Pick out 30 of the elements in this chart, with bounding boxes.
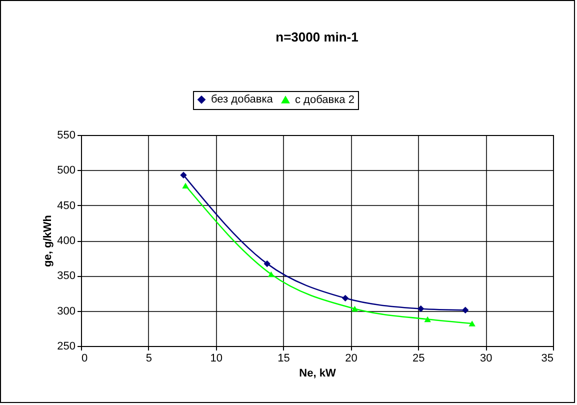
point bbox=[268, 271, 275, 278]
y-axis-title: ge, g/kWh bbox=[42, 214, 54, 267]
point bbox=[417, 305, 424, 312]
point bbox=[342, 294, 349, 302]
point bbox=[264, 260, 270, 268]
legend-label: с добавка 2 bbox=[295, 94, 354, 106]
x-tick-label: 10 bbox=[210, 352, 222, 364]
point bbox=[462, 306, 469, 314]
point bbox=[180, 172, 187, 178]
point bbox=[468, 320, 476, 326]
y-tick-label: 400 bbox=[57, 235, 76, 247]
x-tick-label: 15 bbox=[278, 352, 290, 364]
x-tick-label: 25 bbox=[412, 352, 425, 364]
y-tick-label: 300 bbox=[57, 305, 76, 318]
x-tick-label: 5 bbox=[146, 352, 152, 364]
point bbox=[351, 306, 358, 312]
y-tick-label: 500 bbox=[57, 164, 76, 177]
x-axis-title: Ne, kW bbox=[299, 368, 336, 380]
x-tick-label: 35 bbox=[541, 352, 554, 364]
point bbox=[424, 316, 431, 322]
point bbox=[182, 182, 189, 189]
x-tick-label: 30 bbox=[480, 352, 492, 364]
chart-title: n=3000 min-1 bbox=[276, 30, 358, 44]
y-tick-label: 550 bbox=[57, 130, 76, 142]
x-tick-label: 20 bbox=[345, 352, 358, 364]
x-tick-label: 0 bbox=[82, 352, 88, 364]
y-tick-label: 250 bbox=[57, 340, 76, 352]
y-tick-label: 350 bbox=[57, 270, 76, 282]
legend-label: без добавка bbox=[211, 94, 274, 106]
y-tick-label: 450 bbox=[57, 200, 76, 212]
